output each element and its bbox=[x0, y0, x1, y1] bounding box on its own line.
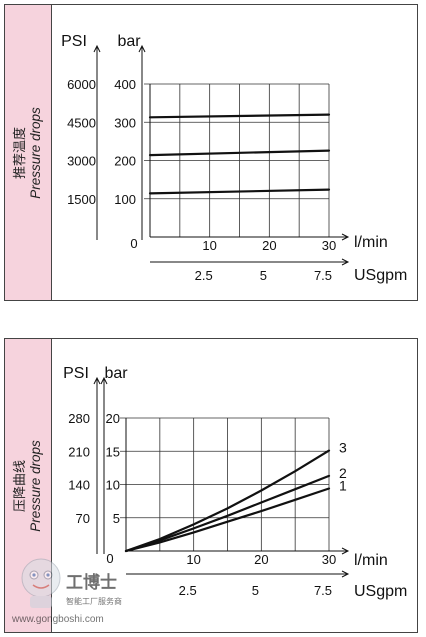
y-tick-label-bar: 200 bbox=[114, 154, 136, 169]
x-axis-arrow-icon bbox=[341, 233, 350, 241]
y-tick-label-psi: 3000 bbox=[67, 154, 96, 169]
y-left-unit-label: PSI bbox=[63, 365, 89, 382]
chart-2: PSI bar 5 70 10 140 15 210 20 280 0 10 20 30 l/min 2.5 5… bbox=[63, 365, 407, 600]
side-label-strip: 推荐温度 Pressure drops bbox=[5, 5, 52, 300]
x-axis-arrow-icon bbox=[341, 547, 350, 555]
x-tick-label: 10 bbox=[186, 552, 200, 567]
y-right-unit-label: bar bbox=[117, 33, 141, 50]
x-tick-label: 30 bbox=[322, 552, 336, 567]
series-line-1 bbox=[148, 188, 331, 195]
x2-tick-label: 7.5 bbox=[314, 268, 332, 283]
robot-mascot-icon bbox=[21, 558, 61, 608]
watermark-graphic: 工博士 智能工厂服务商 www.gongboshi.com bbox=[11, 558, 122, 625]
x2-tick-label: 7.5 bbox=[314, 583, 332, 598]
x2-axis-label: USgpm bbox=[354, 583, 407, 600]
x2-axis-arrow-icon bbox=[341, 258, 350, 266]
series-label: 1 bbox=[339, 477, 347, 493]
y-tick-label-bar: 5 bbox=[113, 511, 120, 526]
x2-axis-label: USgpm bbox=[354, 267, 407, 284]
bar-axis-arrow-icon bbox=[138, 44, 146, 53]
y-right-unit-label: bar bbox=[104, 365, 128, 382]
watermark: 工博士 智能工厂服务商 www.gongboshi.com bbox=[8, 548, 168, 632]
origin-label: 0 bbox=[130, 236, 137, 251]
y-tick-label-psi: 4500 bbox=[67, 115, 96, 130]
y-tick-label-bar: 10 bbox=[106, 478, 120, 493]
y-tick-label-bar: 400 bbox=[114, 77, 136, 92]
x2-tick-label: 2.5 bbox=[195, 268, 213, 283]
series-line-3 bbox=[124, 449, 331, 553]
x2-tick-label: 2.5 bbox=[179, 583, 197, 598]
bar-axis-arrow-icon bbox=[100, 376, 108, 385]
x-tick-label: 30 bbox=[322, 238, 336, 253]
y-tick-label-psi: 140 bbox=[68, 478, 90, 493]
watermark-slogan: 智能工厂服务商 bbox=[66, 596, 122, 606]
chart-panel-1: 推荐温度 Pressure drops PSI bar 100 1500 200 3000… bbox=[4, 4, 418, 301]
y-tick-label-bar: 100 bbox=[114, 192, 136, 207]
series-line-2 bbox=[124, 474, 331, 553]
series-label: 3 bbox=[339, 440, 347, 456]
watermark-brand: 工博士 bbox=[66, 572, 117, 593]
y-tick-label-psi: 280 bbox=[68, 411, 90, 426]
origin-label: 0 bbox=[106, 551, 113, 566]
series-label: 2 bbox=[339, 465, 347, 481]
y-tick-label-psi: 6000 bbox=[67, 77, 96, 92]
x-axis-label: l/min bbox=[354, 234, 388, 251]
x2-tick-label: 5 bbox=[260, 268, 267, 283]
x2-tick-label: 5 bbox=[252, 583, 259, 598]
y-tick-label-bar: 15 bbox=[106, 444, 120, 459]
chart-1: PSI bar 100 1500 200 3000 300 4500 400 6000 0 10 20 3… bbox=[61, 33, 407, 284]
y-tick-label-psi: 70 bbox=[76, 511, 90, 526]
y-tick-label-bar: 300 bbox=[114, 115, 136, 130]
series-line-1 bbox=[124, 487, 331, 553]
psi-axis-arrow-icon bbox=[93, 44, 101, 53]
x2-axis-arrow-icon bbox=[341, 570, 350, 578]
y-tick-label-bar: 20 bbox=[106, 411, 120, 426]
x-tick-label: 20 bbox=[254, 552, 268, 567]
series-line-2 bbox=[148, 149, 331, 157]
watermark-url: www.gongboshi.com bbox=[11, 614, 104, 625]
y-tick-label-psi: 210 bbox=[68, 444, 90, 459]
psi-axis-arrow-icon bbox=[93, 376, 101, 385]
series-line-3 bbox=[148, 113, 331, 119]
y-tick-label-psi: 1500 bbox=[67, 192, 96, 207]
x-tick-label: 20 bbox=[262, 238, 276, 253]
x-tick-label: 10 bbox=[202, 238, 216, 253]
y-left-unit-label: PSI bbox=[61, 33, 87, 50]
x-axis-label: l/min bbox=[354, 552, 388, 569]
